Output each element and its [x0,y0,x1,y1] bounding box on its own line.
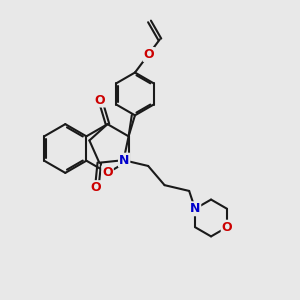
Text: N: N [119,154,129,167]
Text: O: O [94,94,105,106]
Text: N: N [190,202,200,215]
Text: O: O [222,221,232,234]
Text: O: O [102,167,113,179]
Text: O: O [144,48,154,61]
Text: O: O [90,181,101,194]
